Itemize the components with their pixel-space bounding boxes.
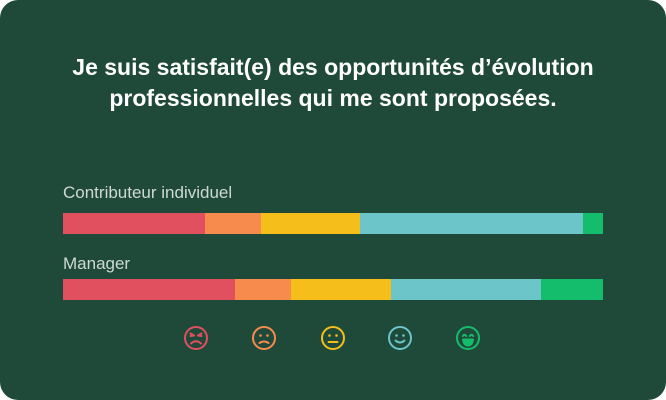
bar-manager: [63, 279, 603, 300]
row-label-manager: Manager: [63, 254, 131, 273]
very-satisfied-face-icon: [455, 325, 481, 351]
bar-segment: [63, 279, 236, 300]
bar-segment: [205, 213, 262, 234]
chart-title: Je suis satisfait(e) des opportunités d’…: [72, 54, 594, 111]
bar-individual-contributor: [63, 213, 603, 234]
bar-segment: [261, 213, 360, 234]
bar-segment: [583, 213, 603, 234]
bar-segment: [235, 279, 292, 300]
bar-segment: [291, 279, 392, 300]
row-label-individual-contributor: Contributeur individuel: [63, 183, 233, 202]
bar-segment: [63, 213, 206, 234]
neutral-face-icon: [320, 325, 346, 351]
bar-segment: [359, 213, 583, 234]
dissatisfied-face-icon: [251, 325, 277, 351]
very-dissatisfied-face-icon: [183, 325, 209, 351]
satisfied-face-icon: [387, 325, 413, 351]
bar-segment: [391, 279, 542, 300]
bar-segment: [541, 279, 603, 300]
legend: [0, 325, 666, 355]
